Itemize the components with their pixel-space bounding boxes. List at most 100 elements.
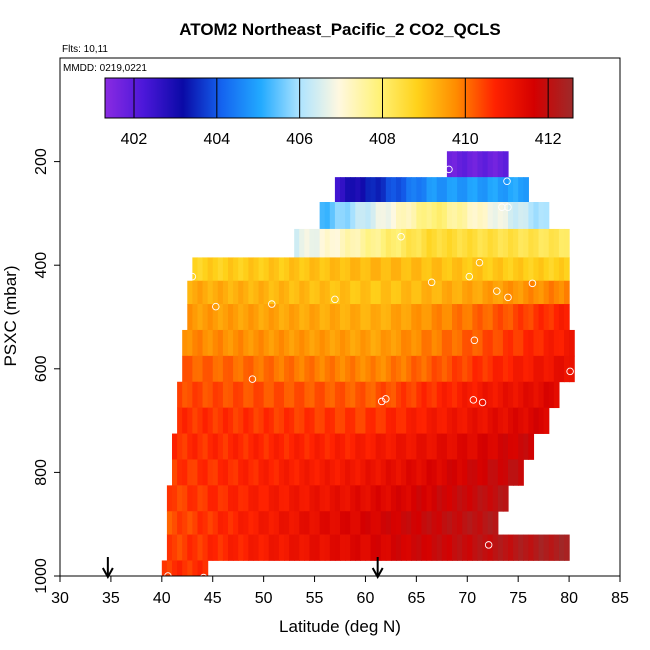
heatmap-cell xyxy=(197,257,204,282)
heatmap-cell xyxy=(345,485,351,512)
heatmap-cell xyxy=(217,534,224,561)
heatmap-cell xyxy=(334,304,341,331)
heatmap-cell xyxy=(355,355,361,383)
heatmap-cell xyxy=(217,257,224,282)
heatmap-cell xyxy=(263,257,270,282)
heatmap-cell xyxy=(553,534,560,561)
heatmap-cell xyxy=(426,433,433,460)
heatmap-cell xyxy=(513,228,519,258)
heatmap-cell xyxy=(273,433,280,460)
heatmap-cell xyxy=(533,228,540,258)
heatmap-cell xyxy=(263,534,270,561)
colorbar-tick-label: 402 xyxy=(121,131,148,148)
heatmap-cell xyxy=(385,280,392,305)
x-tick-label: 30 xyxy=(51,590,69,607)
heatmap-cell xyxy=(197,381,204,409)
heatmap-cell xyxy=(324,381,331,409)
heatmap-cell xyxy=(518,202,524,230)
heatmap-cell xyxy=(370,257,377,282)
sample-point xyxy=(188,272,197,281)
heatmap-cell xyxy=(401,381,407,409)
sample-point xyxy=(445,165,453,174)
heatmap-cell xyxy=(385,407,392,434)
heatmap-cell xyxy=(263,280,270,305)
colorbar-tick-label: 408 xyxy=(369,131,396,148)
heatmap-cell xyxy=(294,511,300,535)
heatmap-cell xyxy=(533,534,540,561)
heatmap-cell xyxy=(360,177,367,203)
heatmap-cell xyxy=(263,329,270,357)
heatmap-cell xyxy=(492,304,499,331)
heatmap-cell xyxy=(289,459,295,486)
heatmap-cell xyxy=(528,228,535,258)
heatmap-cell xyxy=(502,228,509,258)
heatmap-cell xyxy=(558,304,565,331)
heatmap-cell xyxy=(253,355,260,383)
heatmap-cell xyxy=(502,355,509,383)
heatmap-cell xyxy=(319,459,326,486)
heatmap-cell xyxy=(375,280,382,305)
heatmap-cell xyxy=(462,381,468,409)
heatmap-cell xyxy=(380,485,387,512)
heatmap-cell xyxy=(192,257,199,282)
heatmap-cell xyxy=(370,381,377,409)
heatmap-cell xyxy=(431,177,438,203)
heatmap-cell xyxy=(228,355,234,383)
heatmap-cell xyxy=(202,511,209,535)
heatmap-cell xyxy=(508,355,514,383)
heatmap-cell xyxy=(508,407,514,434)
heatmap-cell xyxy=(324,407,331,434)
heatmap-cell xyxy=(411,228,417,258)
heatmap-cell xyxy=(172,560,178,577)
heatmap-cell xyxy=(365,280,372,305)
heatmap-cell xyxy=(426,329,433,357)
heatmap-cell xyxy=(436,228,443,258)
heatmap-cell xyxy=(375,329,382,357)
heatmap-cell xyxy=(426,202,433,230)
heatmap-cell xyxy=(406,511,412,535)
heatmap-cell xyxy=(375,459,382,486)
heatmap-cell xyxy=(523,304,529,331)
heatmap-cell xyxy=(243,407,249,434)
heatmap-cell xyxy=(375,407,382,434)
heatmap-cell xyxy=(431,228,438,258)
heatmap-cell xyxy=(238,280,244,305)
heatmap-cell xyxy=(172,511,178,535)
heatmap-cell xyxy=(238,459,244,486)
heatmap-cell xyxy=(278,459,285,486)
heatmap-cell xyxy=(497,151,504,178)
heatmap-cell xyxy=(497,381,504,409)
heatmap-cell xyxy=(558,534,565,561)
heatmap-cell xyxy=(238,433,244,460)
heatmap-cell xyxy=(268,511,275,535)
heatmap-cell xyxy=(497,304,504,331)
heatmap-cell xyxy=(482,280,489,305)
heatmap-cell xyxy=(217,433,224,460)
heatmap-cell xyxy=(375,304,382,331)
heatmap-cell xyxy=(340,459,346,486)
heatmap-cell xyxy=(492,381,499,409)
heatmap-cell xyxy=(314,329,321,357)
heatmap-cell xyxy=(355,534,361,561)
heatmap-cell xyxy=(401,280,407,305)
heatmap-cell xyxy=(284,534,290,561)
heatmap-cell xyxy=(177,459,183,486)
heatmap-cell xyxy=(564,304,570,331)
heatmap-cell xyxy=(513,407,519,434)
heatmap-cell xyxy=(360,534,367,561)
heatmap-cell xyxy=(452,459,458,486)
heatmap-cell xyxy=(375,433,382,460)
heatmap-cell xyxy=(192,459,199,486)
heatmap-cell xyxy=(553,381,560,409)
heatmap-cell xyxy=(370,511,377,535)
heatmap-cell xyxy=(228,329,234,357)
heatmap-cell xyxy=(487,329,494,357)
heatmap-cell xyxy=(192,560,199,577)
heatmap-cell xyxy=(365,407,372,434)
heatmap-cell xyxy=(406,280,412,305)
heatmap-cell xyxy=(345,329,351,357)
heatmap-cell xyxy=(233,534,239,561)
heatmap-cell xyxy=(467,329,473,357)
heatmap-cell xyxy=(533,280,540,305)
heatmap-cell xyxy=(538,257,545,282)
